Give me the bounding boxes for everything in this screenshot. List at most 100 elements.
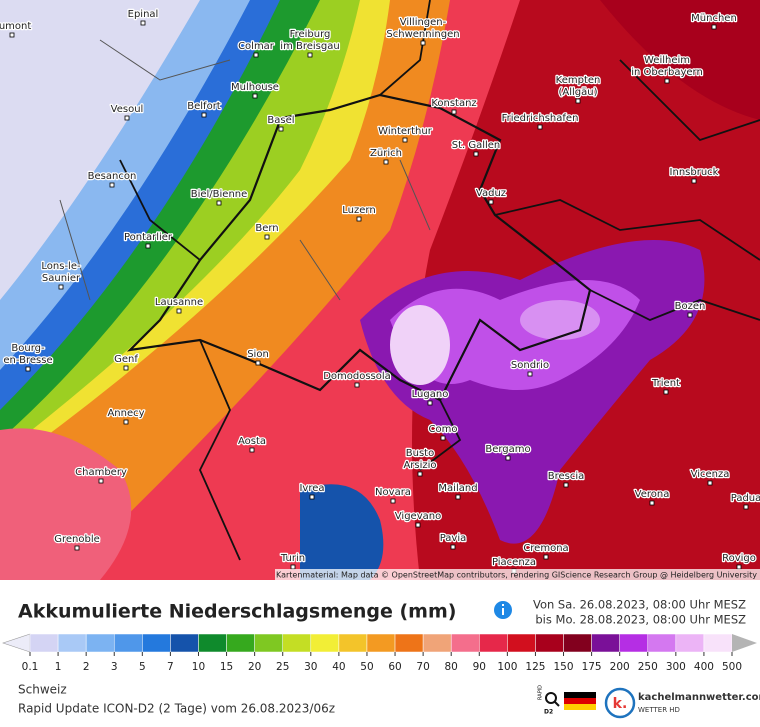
legend-swatch bbox=[647, 633, 677, 653]
legend-label: 10 bbox=[192, 661, 205, 673]
city-label: Genf bbox=[114, 354, 138, 365]
city-label: Domodossola bbox=[323, 371, 391, 382]
legend-swatch bbox=[619, 633, 649, 653]
legend-label: 200 bbox=[610, 661, 630, 673]
city-label: Villingen- bbox=[400, 17, 447, 28]
legend-label: 100 bbox=[497, 661, 517, 673]
brand-sub: WETTER HD bbox=[638, 706, 680, 714]
city-label: Novara bbox=[375, 487, 411, 498]
legend-label: 300 bbox=[666, 661, 686, 673]
city-marker bbox=[264, 234, 270, 240]
legend-above bbox=[732, 634, 757, 652]
brand: kachelmannwetter.com bbox=[638, 692, 760, 703]
city-marker bbox=[417, 471, 423, 477]
city-label: Grenoble bbox=[54, 534, 100, 545]
city-label: Annecy bbox=[107, 408, 144, 419]
region: Schweiz bbox=[18, 683, 67, 697]
city-label: Vicenza bbox=[691, 469, 730, 480]
city-label: Verona bbox=[635, 489, 670, 500]
legend-swatch bbox=[591, 633, 620, 653]
legend-swatch bbox=[479, 633, 508, 653]
legend-label: 70 bbox=[416, 661, 429, 673]
legend-label: 30 bbox=[304, 661, 317, 673]
city-marker bbox=[575, 98, 581, 104]
legend-swatch bbox=[450, 633, 480, 653]
city-marker bbox=[473, 151, 479, 157]
city-marker bbox=[98, 478, 104, 484]
badge-top: RAPID bbox=[538, 685, 544, 700]
city-marker bbox=[649, 500, 655, 506]
city-label: St. Gallen bbox=[452, 140, 501, 151]
city-marker bbox=[711, 24, 717, 30]
city-label: Saunier bbox=[42, 273, 81, 284]
city-label: Pontarlier bbox=[124, 232, 173, 243]
city-label: Epinal bbox=[128, 9, 159, 20]
city-marker bbox=[249, 447, 255, 453]
city-marker bbox=[450, 544, 456, 550]
legend-swatch bbox=[226, 633, 255, 653]
city-marker bbox=[527, 371, 533, 377]
city-marker bbox=[543, 554, 549, 560]
city-marker bbox=[109, 182, 115, 188]
legend-swatch bbox=[254, 633, 283, 653]
city-marker bbox=[691, 178, 697, 184]
legend-label: 500 bbox=[722, 661, 742, 673]
city-label: Sondrio bbox=[511, 360, 549, 371]
legend: 0.1 1 2 3 5 7 10 15 20 25 30 40 50 60 70 80 90 100 125 150 1… bbox=[2, 633, 757, 673]
legend-swatch bbox=[338, 633, 368, 653]
legend-label: 0.1 bbox=[22, 661, 39, 673]
city-label: Brescia bbox=[548, 471, 585, 482]
attribution: Kartenmaterial: Map data © OpenStreetMap… bbox=[276, 571, 757, 580]
city-marker bbox=[124, 115, 130, 121]
city-marker bbox=[145, 243, 151, 249]
period-from: Von Sa. 26.08.2023, 08:00 Uhr MESZ bbox=[533, 598, 746, 612]
city-marker bbox=[123, 365, 129, 371]
city-marker bbox=[415, 522, 421, 528]
city-marker bbox=[440, 435, 446, 441]
city-label: Bergamo bbox=[485, 444, 530, 455]
legend-label: 50 bbox=[360, 661, 373, 673]
city-marker bbox=[390, 498, 396, 504]
city-label: Lausanne bbox=[155, 297, 203, 308]
city-label: Ivrea bbox=[299, 483, 324, 494]
city-label: Zürich bbox=[370, 148, 402, 159]
city-marker bbox=[216, 200, 222, 206]
city-label: Konstanz bbox=[431, 98, 476, 109]
city-label: Vigevano bbox=[395, 511, 441, 522]
city-marker bbox=[9, 32, 15, 38]
city-marker bbox=[687, 312, 693, 318]
city-label: Piacenza bbox=[492, 557, 536, 568]
city-label: Basel bbox=[267, 115, 294, 126]
legend-label: 20 bbox=[248, 661, 261, 673]
legend-label: 250 bbox=[638, 661, 658, 673]
city-marker bbox=[451, 109, 457, 115]
city-label: Bozen bbox=[675, 301, 706, 312]
legend-swatch bbox=[394, 633, 424, 653]
legend-swatch bbox=[57, 633, 87, 653]
city-label: Luzern bbox=[342, 205, 375, 216]
city-label: Mulhouse bbox=[231, 82, 279, 93]
city-label: Kempten bbox=[556, 75, 601, 86]
city-label: Trient bbox=[651, 378, 680, 389]
city-label: Pavia bbox=[440, 533, 467, 544]
city-marker bbox=[427, 400, 433, 406]
legend-swatch bbox=[366, 633, 396, 653]
legend-swatch bbox=[507, 633, 536, 653]
city-label: aumont bbox=[0, 21, 31, 32]
city-marker bbox=[253, 52, 259, 58]
city-label: Rovigo bbox=[722, 553, 756, 564]
period-to: bis Mo. 28.08.2023, 08:00 Uhr MESZ bbox=[535, 613, 746, 627]
city-marker bbox=[707, 480, 713, 486]
city-marker bbox=[664, 78, 670, 84]
city-marker bbox=[123, 419, 129, 425]
city-label: Aosta bbox=[238, 436, 266, 447]
city-label: Turin bbox=[280, 553, 305, 564]
city-label: Freiburg bbox=[290, 29, 331, 40]
model-run: Rapid Update ICON-D2 (2 Tage) vom 26.08.… bbox=[18, 702, 335, 716]
legend-label: 5 bbox=[139, 661, 146, 673]
logo-mark: k. bbox=[613, 696, 628, 712]
city-label: Bourg- bbox=[11, 343, 45, 354]
city-marker bbox=[252, 93, 258, 99]
